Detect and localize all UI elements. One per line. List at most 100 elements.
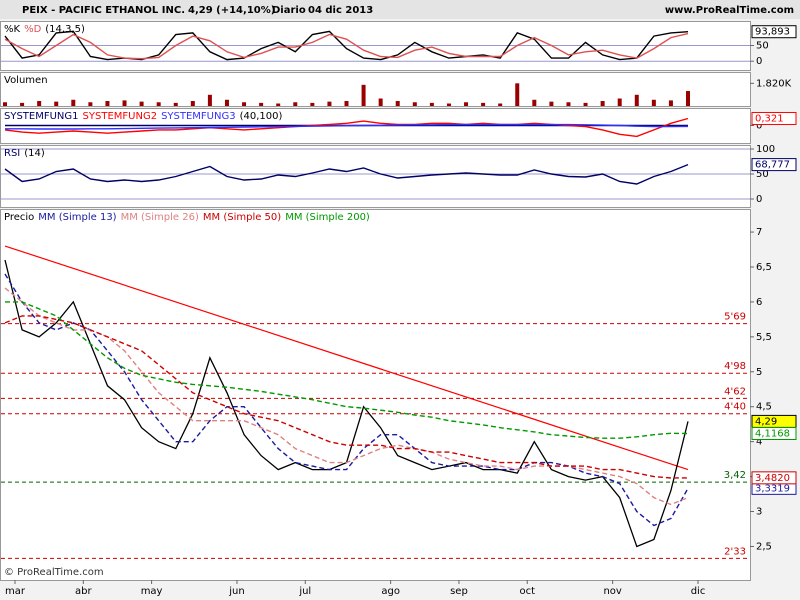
level-label: 4'40 xyxy=(724,402,746,413)
y-tick-label: 0 xyxy=(756,194,762,205)
y-tick-label: 5,5 xyxy=(756,332,772,343)
legend-entry: Precio xyxy=(4,212,34,223)
volume-bar xyxy=(105,101,110,106)
panel-frame xyxy=(0,145,751,208)
legend-entry: RSI xyxy=(4,148,20,159)
value-label-box xyxy=(751,427,797,441)
volume-bar xyxy=(156,102,161,106)
legend: SYSTEMFUNG1 SYSTEMFUNG2 SYSTEMFUNG3 (40,100… xyxy=(4,111,282,122)
volume-bar xyxy=(310,102,315,106)
series-line xyxy=(4,273,689,527)
volume-bar xyxy=(139,101,144,106)
series-line xyxy=(4,30,689,61)
volume-bar xyxy=(190,101,195,106)
value-label: 68,777 xyxy=(755,160,790,171)
volume-bar xyxy=(566,102,571,106)
volume-bar xyxy=(549,101,554,106)
legend-entry: %D xyxy=(24,24,42,35)
symbol: PEIX - PACIFIC ETHANOL INC. xyxy=(22,5,185,16)
x-tick-label: jul xyxy=(298,586,311,597)
volume-bar xyxy=(71,99,76,106)
volume-bar xyxy=(207,94,212,106)
value-label-box xyxy=(751,471,797,485)
legend-params: (40,100) xyxy=(240,111,283,122)
level-label: 5'69 xyxy=(724,312,746,323)
x-tick-label: ago xyxy=(381,586,400,597)
x-tick-label: sep xyxy=(450,586,468,597)
y-tick-label: 4,5 xyxy=(756,402,772,413)
y-tick-label: 7 xyxy=(756,227,762,238)
volume-bar xyxy=(532,99,537,106)
y-tick-label: 6 xyxy=(756,297,762,308)
volume-bar xyxy=(88,102,93,106)
x-tick-label: dic xyxy=(691,586,706,597)
x-tick-label: mar xyxy=(5,586,26,597)
volume-bar xyxy=(686,91,690,106)
volume-bar xyxy=(600,101,605,106)
volume-bar xyxy=(224,99,229,106)
series-line xyxy=(4,315,689,479)
volume-bar xyxy=(429,102,434,106)
volume-bar xyxy=(412,102,417,106)
series-line xyxy=(4,117,689,138)
series-line xyxy=(5,123,689,130)
value-label-box xyxy=(751,25,797,39)
volume-bar xyxy=(259,102,264,106)
level-label: 4'98 xyxy=(724,361,746,372)
volume-bar xyxy=(242,102,247,106)
legend: RSI (14) xyxy=(4,148,45,159)
y-tick-label: 100 xyxy=(756,144,775,155)
y-tick-label: 3 xyxy=(756,507,762,518)
footer: © ProRealTime.com xyxy=(4,567,104,578)
volume-bar xyxy=(395,101,400,106)
site: www.ProRealTime.com xyxy=(665,5,794,16)
x-tick-label: may xyxy=(141,586,163,597)
volume-bar xyxy=(617,98,622,106)
volume-bar xyxy=(481,102,486,106)
value-label: 4,1168 xyxy=(755,429,790,440)
legend-entry: SYSTEMFUNG3 xyxy=(161,111,236,122)
volume-bar xyxy=(327,101,332,106)
legend-title: Volumen xyxy=(4,75,48,86)
value-label: 3,4820 xyxy=(755,473,790,484)
series-line xyxy=(4,32,689,60)
quote: 4,29 (+14,10%) xyxy=(188,5,275,16)
legend-entry: SYSTEMFUNG1 xyxy=(4,111,79,122)
volume-bar xyxy=(361,84,366,106)
period: Diario xyxy=(272,5,306,16)
legend: Volumen xyxy=(4,75,48,86)
y-tick-label: 0 xyxy=(756,56,762,67)
date: 04 dic 2013 xyxy=(308,5,373,16)
volume-bar xyxy=(515,83,520,106)
y-tick-label: 50 xyxy=(756,41,769,52)
level-label: 4'62 xyxy=(724,386,746,397)
x-tick-label: jun xyxy=(228,586,244,597)
series-line xyxy=(4,287,689,506)
level-label: 3,42 xyxy=(724,470,746,481)
x-tick-label: nov xyxy=(603,586,621,597)
legend-entry: MM (Simple 13) xyxy=(38,212,116,223)
y-tick-label: 50 xyxy=(756,169,769,180)
legend-entry: MM (Simple 50) xyxy=(203,212,281,223)
volume-bar xyxy=(583,102,588,106)
panel-frame xyxy=(0,209,751,581)
volume-bar xyxy=(498,103,503,106)
volume-bar xyxy=(37,101,42,106)
series-line xyxy=(4,163,689,185)
value-label: 3,3319 xyxy=(755,483,790,494)
volume-bar xyxy=(378,98,383,106)
value-label: 4,29 xyxy=(755,416,777,427)
volume-bar xyxy=(344,101,349,106)
legend-entry: MM (Simple 200) xyxy=(285,212,370,223)
y-tick-label: 4 xyxy=(756,437,762,448)
volume-bar xyxy=(122,100,127,106)
legend: Precio MM (Simple 13) MM (Simple 26) MM (Si… xyxy=(4,212,370,223)
x-tick-label: oct xyxy=(519,586,535,597)
legend-entry: SYSTEMFUNG2 xyxy=(83,111,158,122)
value-label-box xyxy=(751,158,797,172)
y-tick-label: 5 xyxy=(756,367,762,378)
volume-bar xyxy=(3,102,7,106)
legend-entry: MM (Simple 26) xyxy=(121,212,199,223)
